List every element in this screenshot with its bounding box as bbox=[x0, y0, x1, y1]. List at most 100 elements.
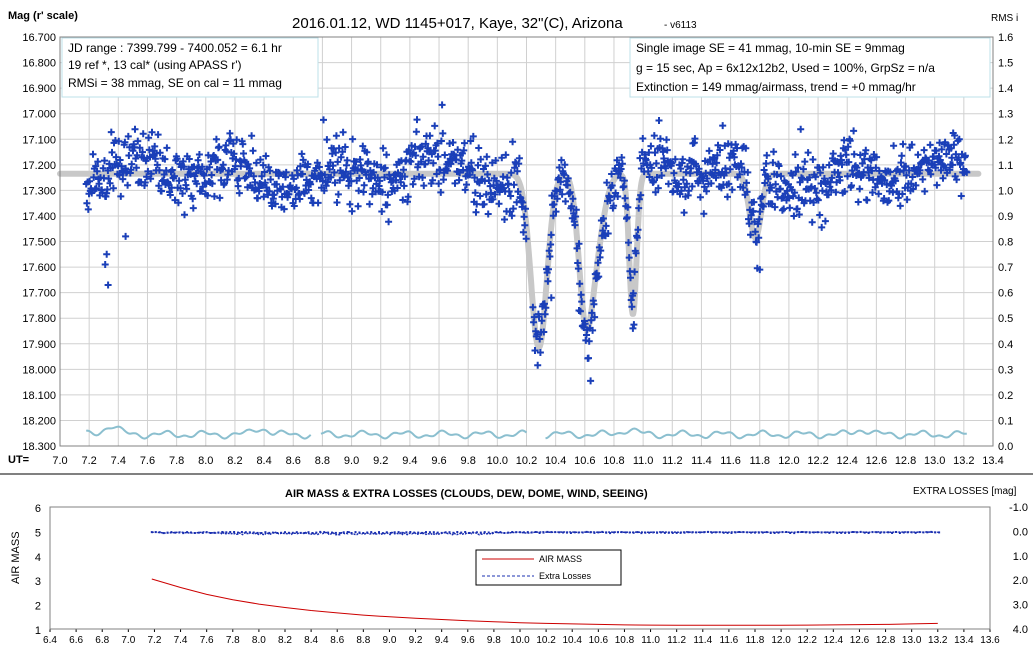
data-point bbox=[935, 152, 943, 160]
data-point bbox=[652, 159, 660, 167]
data-point bbox=[441, 151, 449, 159]
data-point bbox=[334, 190, 342, 198]
data-point bbox=[410, 175, 418, 183]
top-xlabel: UT= bbox=[8, 454, 29, 466]
extra-losses-point bbox=[801, 531, 803, 533]
data-point bbox=[725, 180, 733, 188]
data-point bbox=[953, 176, 961, 184]
extra-losses-point bbox=[319, 530, 322, 533]
data-point bbox=[575, 240, 583, 248]
data-point bbox=[792, 168, 800, 176]
data-point bbox=[760, 166, 768, 174]
data-point bbox=[158, 187, 165, 195]
data-point bbox=[955, 154, 963, 162]
bottom-x-tick-label: 13.0 bbox=[902, 635, 922, 646]
extra-losses-point bbox=[413, 531, 416, 534]
extra-losses-point bbox=[938, 531, 941, 534]
data-point bbox=[484, 210, 492, 218]
data-point bbox=[603, 179, 611, 187]
y-tick-label: 18.100 bbox=[22, 390, 56, 402]
data-point bbox=[208, 180, 216, 188]
data-point bbox=[266, 167, 274, 175]
data-point bbox=[425, 157, 433, 164]
data-point bbox=[529, 303, 537, 311]
data-point bbox=[547, 294, 555, 302]
extra-losses-point bbox=[546, 530, 549, 533]
data-point bbox=[561, 161, 569, 169]
data-point bbox=[768, 184, 775, 192]
x-tick-label: 8.2 bbox=[227, 455, 242, 467]
extra-losses-point bbox=[562, 531, 565, 534]
data-point bbox=[129, 147, 137, 155]
data-point bbox=[659, 148, 667, 156]
data-point bbox=[810, 199, 818, 206]
data-point bbox=[705, 147, 713, 155]
extra-losses-point bbox=[820, 531, 823, 534]
extra-losses-point bbox=[718, 531, 721, 534]
extra-losses-point bbox=[483, 531, 486, 534]
data-point bbox=[180, 163, 188, 171]
data-point bbox=[418, 142, 426, 150]
extra-losses-point bbox=[542, 531, 545, 534]
data-point bbox=[716, 146, 724, 154]
data-point bbox=[937, 166, 945, 174]
data-point bbox=[578, 298, 586, 306]
extra-losses-point bbox=[487, 531, 490, 534]
data-point bbox=[739, 184, 747, 192]
bottom-y2-ticks: -1.0 0.0 1.0 2.0 3.0 4.0 bbox=[1009, 502, 1028, 636]
bottom-y-tick-label: 1 bbox=[35, 625, 41, 637]
extra-losses-point bbox=[154, 531, 157, 534]
extra-losses-point bbox=[491, 531, 494, 534]
note-left-line-3: RMSi = 38 mmag, SE on cal = 11 mmag bbox=[68, 76, 282, 90]
bottom-y-tick-label: 4 bbox=[35, 552, 41, 564]
extra-losses-point bbox=[472, 531, 474, 534]
data-point bbox=[510, 181, 518, 189]
data-point bbox=[393, 184, 401, 192]
data-point bbox=[260, 193, 268, 201]
data-point bbox=[912, 181, 920, 189]
notes-left-box: JD range : 7399.799 - 7400.052 = 6.1 hr … bbox=[61, 37, 319, 98]
data-point bbox=[832, 188, 840, 196]
data-point bbox=[921, 187, 929, 195]
extra-losses-point bbox=[362, 532, 365, 534]
y-tick-label: 18.300 bbox=[22, 441, 56, 453]
data-point bbox=[200, 172, 208, 179]
data-point bbox=[141, 179, 149, 186]
data-point bbox=[591, 313, 599, 321]
data-point bbox=[119, 175, 127, 183]
data-point bbox=[409, 180, 417, 188]
data-point bbox=[341, 143, 349, 151]
extra-losses-point bbox=[640, 532, 643, 535]
extra-losses-point bbox=[765, 531, 768, 534]
data-point bbox=[469, 132, 477, 140]
extra-losses-point bbox=[338, 532, 341, 535]
extra-losses-point bbox=[448, 531, 451, 534]
extra-losses-point bbox=[366, 531, 369, 534]
data-point bbox=[330, 169, 338, 176]
data-point bbox=[635, 195, 643, 203]
extra-losses-point bbox=[385, 531, 388, 534]
data-point bbox=[473, 200, 481, 208]
data-point bbox=[562, 197, 569, 205]
data-point bbox=[327, 173, 335, 181]
data-point bbox=[267, 176, 275, 183]
data-point bbox=[836, 176, 844, 184]
data-point bbox=[259, 161, 267, 169]
data-point bbox=[420, 182, 428, 190]
data-point bbox=[846, 137, 854, 145]
data-point bbox=[183, 185, 191, 193]
extra-losses-point bbox=[475, 531, 478, 534]
data-point bbox=[198, 187, 205, 195]
data-point bbox=[355, 187, 363, 195]
extra-losses-point bbox=[848, 531, 850, 534]
data-point bbox=[786, 204, 794, 212]
data-point bbox=[426, 132, 434, 140]
extra-losses-point bbox=[761, 531, 764, 534]
data-point bbox=[354, 202, 362, 210]
data-point bbox=[346, 200, 354, 208]
data-point bbox=[173, 155, 181, 163]
data-point bbox=[840, 136, 848, 144]
extra-losses-point bbox=[644, 531, 647, 534]
extra-losses-point bbox=[307, 531, 310, 534]
extra-losses-point bbox=[898, 532, 901, 534]
